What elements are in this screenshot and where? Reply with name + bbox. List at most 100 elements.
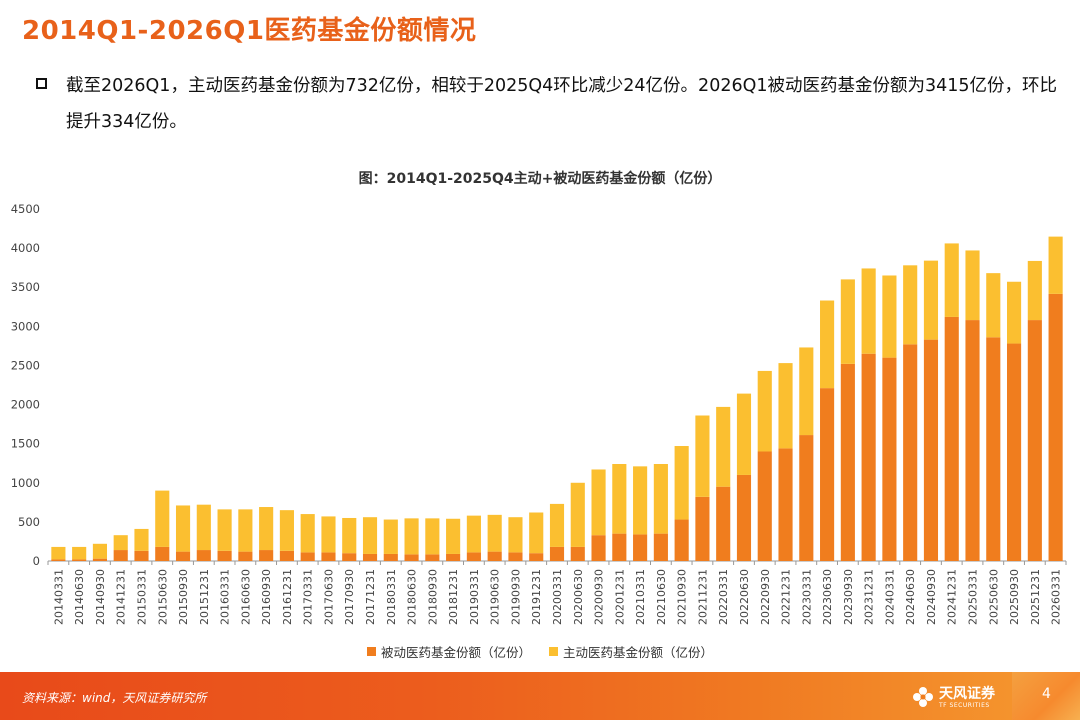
bar-passive <box>529 553 544 561</box>
x-tick-label: 20221231 <box>780 569 793 625</box>
bullet-square-icon <box>36 78 47 89</box>
bar-passive <box>321 552 336 561</box>
bar-passive <box>404 554 419 561</box>
x-tick-label: 20200331 <box>551 569 564 625</box>
bar-active <box>633 466 648 535</box>
x-tick-label: 20201231 <box>613 569 626 625</box>
bar-passive <box>549 546 565 561</box>
bar-passive <box>175 551 191 561</box>
bar-passive <box>1006 343 1022 561</box>
x-tick-label: 20190930 <box>509 569 522 625</box>
chart-title: 图：2014Q1-2025Q4主动+被动医药基金份额（亿份） <box>358 171 722 187</box>
stacked-bar-chart: 0 500 1000 1500 2000 2500 3000 3500 4000 4500 2014… <box>11 202 1067 625</box>
bar-passive <box>238 551 253 561</box>
bar-active <box>778 363 793 449</box>
bar-active <box>612 464 627 534</box>
bar-passive <box>612 533 627 561</box>
bar-active <box>799 347 814 436</box>
bar-active <box>736 393 752 475</box>
bar-active <box>986 273 1001 338</box>
bar-active <box>1006 281 1022 344</box>
bar-active <box>404 518 419 555</box>
bar-passive <box>923 339 939 561</box>
x-tick-label: 20250331 <box>967 569 980 625</box>
x-tick-label: 20170930 <box>343 569 356 625</box>
bar-active <box>653 464 668 534</box>
bar-passive <box>383 553 398 561</box>
flower-logo-icon <box>913 687 933 707</box>
bar-passive <box>425 554 440 561</box>
bar-passive <box>820 388 835 561</box>
bar-active <box>1048 236 1063 294</box>
legend-swatch-active <box>549 647 558 656</box>
bar-passive <box>342 553 357 561</box>
x-tick-label: 20150630 <box>156 569 169 625</box>
bar-passive <box>986 337 1001 561</box>
bar-passive <box>778 448 793 561</box>
x-tick-label: 20220331 <box>717 569 730 625</box>
y-tick-label: 4000 <box>11 241 40 255</box>
bar-active <box>300 514 315 553</box>
bar-active <box>238 509 253 552</box>
bar-active <box>113 535 128 551</box>
y-tick-label: 2000 <box>11 398 40 412</box>
bar-active <box>1027 260 1042 321</box>
x-tick-label: 20170630 <box>322 569 335 625</box>
x-tick-label: 20180630 <box>406 569 419 625</box>
bar-active <box>425 518 440 555</box>
bar-passive <box>259 550 274 561</box>
bar-passive <box>134 550 149 561</box>
bar-active <box>944 243 959 317</box>
x-tick-label: 20160630 <box>239 569 252 625</box>
bar-passive <box>446 553 461 561</box>
x-tick-label: 20220930 <box>759 569 772 625</box>
bar-passive <box>944 316 959 561</box>
bar-active <box>487 514 502 552</box>
x-tick-label: 20170331 <box>302 569 315 625</box>
bar-active <box>549 503 565 547</box>
bar-active <box>716 406 731 487</box>
x-tick-label: 20260331 <box>1050 569 1063 625</box>
bar-passive <box>653 533 668 561</box>
bar-active <box>279 510 294 551</box>
bar-active <box>72 546 87 560</box>
x-tick-label: 20140331 <box>52 569 65 625</box>
x-tick-label: 20161231 <box>281 569 294 625</box>
bar-passive <box>591 535 606 561</box>
bar-passive <box>695 496 710 561</box>
x-tick-label: 20151231 <box>198 569 211 625</box>
company-logo: 天风证券 TF SECURITIES <box>912 680 995 714</box>
x-tick-label: 20240630 <box>904 569 917 625</box>
x-tick-label: 20230331 <box>800 569 813 625</box>
x-tick-label: 20230630 <box>821 569 834 625</box>
x-tick-label: 20210930 <box>676 569 689 625</box>
bar-passive <box>196 550 211 561</box>
x-tick-label: 20211231 <box>696 569 709 625</box>
bar-passive <box>716 486 731 561</box>
x-tick-label: 20140930 <box>94 569 107 625</box>
y-tick-label: 1500 <box>11 437 40 451</box>
bar-active <box>695 415 710 497</box>
page-title: 2014Q1-2026Q1医药基金份额情况 <box>22 16 477 46</box>
footer-decoration <box>1012 672 1080 720</box>
bar-passive <box>736 474 752 561</box>
x-tick-label: 20240331 <box>883 569 896 625</box>
x-tick-label: 20210331 <box>634 569 647 625</box>
bar-active <box>529 512 544 554</box>
bar-passive <box>799 435 814 561</box>
bar-passive <box>487 551 502 561</box>
bar-active <box>134 528 149 551</box>
bar-passive <box>861 353 876 561</box>
bar-active <box>342 517 357 554</box>
footer-bar <box>0 672 1080 720</box>
bar-active <box>446 518 461 554</box>
x-tick-label: 20140630 <box>73 569 86 625</box>
bar-active <box>196 504 211 551</box>
bar-active <box>508 517 523 553</box>
bar-passive <box>508 552 523 561</box>
bar-passive <box>279 550 294 561</box>
bar-passive <box>570 546 585 561</box>
bar-active <box>175 505 191 552</box>
bar-active <box>965 250 980 321</box>
bar-passive <box>217 550 232 561</box>
